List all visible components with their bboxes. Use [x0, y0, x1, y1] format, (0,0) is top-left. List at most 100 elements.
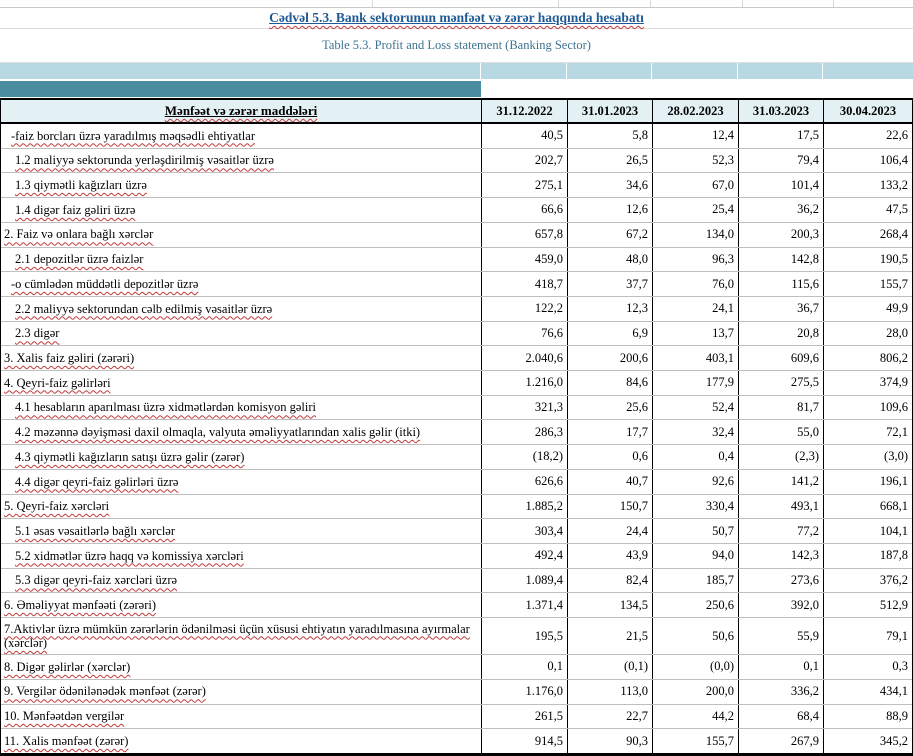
cell-value: 40,7 [567, 469, 652, 494]
band-cell [481, 63, 567, 79]
band-cell [567, 63, 652, 79]
cell-value: 72,1 [823, 420, 912, 445]
cell-value: 68,4 [738, 704, 823, 729]
column-header-date: 31.12.2022 [481, 100, 567, 122]
row-label-text: -o cümlədən müddətli depozitlər üzrə [11, 276, 199, 291]
cell-value: 12,4 [652, 124, 738, 148]
cell-value: 187,8 [823, 543, 912, 568]
row-label-text: 5.2 xidmətlər üzrə haqq və komissiya xər… [15, 548, 244, 563]
table-row: 2.2 maliyyə sektorundan cəlb edilmiş vəs… [1, 296, 912, 322]
table-row: 8. Digər gəlirlər (xərclər) 0,1 (0,1) (0,0)… [1, 655, 912, 680]
cell-value: 0,1 [481, 655, 567, 679]
cell-value: 142,3 [738, 543, 823, 568]
cell-value: 286,3 [481, 420, 567, 445]
decorative-band-teal [0, 81, 481, 97]
row-label: 2.3 digər [1, 322, 481, 346]
row-label-text: 4.3 qiymətli kağızların satışı üzrə gəli… [15, 449, 245, 464]
cell-value: 13,7 [652, 321, 738, 346]
cell-value: 32,4 [652, 420, 738, 445]
table-row: 1.2 maliyyə sektorunda yerləşdirilmiş və… [1, 148, 912, 174]
cell-value: 115,6 [738, 272, 823, 296]
cell-value: 26,5 [567, 148, 652, 173]
decorative-band-light [0, 63, 913, 79]
cell-value: 24,4 [567, 519, 652, 543]
band-cell [652, 63, 738, 79]
row-label: 5.2 xidmətlər üzrə haqq və komissiya xər… [1, 544, 481, 568]
cell-value: 275,1 [481, 173, 567, 198]
table-row: 2.3 digər 76,6 6,9 13,7 20,8 28,0 [1, 321, 912, 347]
band-cell [0, 63, 481, 79]
table-row: 2.1 depozitlər üzrə faizlər 459,0 48,0 96,3… [1, 247, 912, 273]
cell-value: 134,5 [567, 593, 652, 618]
gridline [742, 0, 743, 7]
row-label-text: 2.3 digər [15, 326, 60, 341]
cell-value: 150,7 [567, 494, 652, 519]
cell-value: 25,6 [567, 395, 652, 420]
table-row: 4.4 digər qeyri-faiz gəlirləri üzrə 626,6… [1, 469, 912, 495]
row-label-text: 4.4 digər qeyri-faiz gəlirləri üzrə [15, 474, 179, 489]
cell-value: 106,4 [823, 148, 912, 173]
cell-value: 195,5 [481, 618, 567, 655]
row-label: -faiz borcları üzrə yaradılmış məqsədli … [1, 124, 481, 148]
cell-value: 1.216,0 [481, 371, 567, 395]
cell-value: 345,2 [823, 729, 912, 753]
row-label-text: 3. Xalis faiz gəliri (zərəri) [4, 350, 135, 365]
decorative-band-row [0, 81, 913, 97]
cell-value: 0,3 [823, 655, 912, 679]
row-label-text: 2. Faiz və onlara bağlı xərclər [4, 227, 154, 242]
row-label: 4.1 hesabların aparılması üzrə xidmətlər… [1, 396, 481, 420]
row-label: 4.3 qiymətli kağızların satışı üzrə gəli… [1, 445, 481, 469]
row-label-text: 2.2 maliyyə sektorundan cəlb edilmiş vəs… [15, 301, 273, 316]
cell-value: 2.040,6 [481, 346, 567, 371]
column-header-date: 28.02.2023 [652, 100, 738, 122]
gridline [650, 0, 651, 7]
cell-value: 48,0 [567, 247, 652, 272]
cell-value: 1.089,4 [481, 568, 567, 593]
row-label: 7.Aktivlər üzrə mümkün zərərlərin ödənil… [1, 618, 481, 654]
row-label: 5. Qeyri-faiz xərcləri [1, 495, 481, 519]
column-header-date: 30.04.2023 [823, 100, 912, 122]
cell-value: 392,0 [738, 593, 823, 618]
cell-value: 155,7 [652, 729, 738, 753]
table-row: 4.2 məzənnə dəyişməsi daxil olmaqla, val… [1, 420, 912, 446]
cell-value: 459,0 [481, 247, 567, 272]
row-label: 3. Xalis faiz gəliri (zərəri) [1, 346, 481, 370]
cell-value: 492,4 [481, 543, 567, 568]
cell-value: 261,5 [481, 704, 567, 729]
row-label: 2.2 maliyyə sektorundan cəlb edilmiş vəs… [1, 297, 481, 321]
row-label-text: 7.Aktivlər üzrə mümkün zərərlərin ödənil… [4, 621, 470, 651]
table-header-row: Mənfəət və zərər maddələri 31.12.2022 31.… [1, 98, 912, 124]
table-row: -faiz borcları üzrə yaradılmış məqsədli … [1, 124, 912, 149]
cell-value: 90,3 [567, 729, 652, 753]
row-label: 5.3 digər qeyri-faiz xərcləri üzrə [1, 569, 481, 593]
cell-value: 77,2 [738, 519, 823, 543]
cell-value: 79,4 [738, 148, 823, 173]
cell-value: 609,6 [738, 346, 823, 371]
cell-value: 512,9 [823, 593, 912, 618]
table-row: 4.3 qiymətli kağızların satışı üzrə gəli… [1, 445, 912, 470]
cell-value: 55,0 [738, 420, 823, 445]
band-gap [0, 97, 913, 98]
cell-value: 12,6 [567, 198, 652, 222]
cell-value: 250,6 [652, 593, 738, 618]
cell-value: 177,9 [652, 371, 738, 395]
cell-value: 190,5 [823, 247, 912, 272]
cell-value: 94,0 [652, 543, 738, 568]
row-label-text: -faiz borcları üzrə yaradılmış məqsədli … [11, 128, 255, 143]
cell-value: 55,9 [738, 618, 823, 655]
band-cell [823, 63, 913, 79]
cell-value: 67,2 [567, 222, 652, 247]
cell-value: 25,4 [652, 198, 738, 222]
table-row: 11. Xalis mənfəət (zərər) 914,5 90,3 155,7 2… [1, 729, 912, 753]
cell-value: 96,3 [652, 247, 738, 272]
cell-value: 806,2 [823, 346, 912, 371]
table-row: -o cümlədən müddətli depozitlər üzrə 418,… [1, 272, 912, 297]
row-label: 2.1 depozitlər üzrə faizlər [1, 248, 481, 272]
table-row: 1.3 qiymətli kağızları üzrə 275,1 34,6 67,0… [1, 173, 912, 199]
row-label: -o cümlədən müddətli depozitlər üzrə [1, 272, 481, 296]
row-label: 5.1 əsas vəsaitlərlə bağlı xərclər [1, 519, 481, 543]
cell-value: 668,1 [823, 494, 912, 519]
table-row: 1.4 digər faiz gəliri üzrə 66,6 12,6 25,4 36… [1, 198, 912, 223]
row-label-text: 10. Mənfəətdən vergilər [4, 709, 125, 724]
